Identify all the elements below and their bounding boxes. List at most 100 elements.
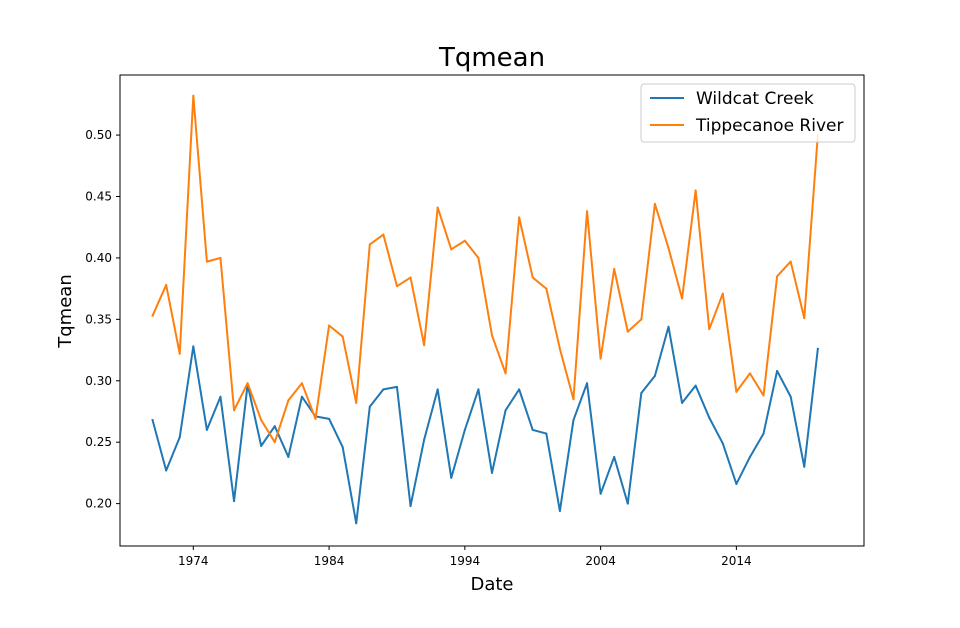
legend-label: Tippecanoe River — [695, 116, 843, 136]
x-tick-label: 1984 — [314, 554, 345, 568]
data-point — [355, 522, 358, 525]
data-point — [477, 256, 480, 259]
data-point — [504, 409, 507, 412]
data-point — [762, 432, 765, 435]
y-tick-label: 0.20 — [85, 497, 112, 511]
data-point — [748, 372, 751, 375]
data-point — [504, 372, 507, 375]
data-point — [735, 390, 738, 393]
data-point — [626, 502, 629, 505]
y-tick-label: 0.35 — [85, 312, 112, 326]
data-point — [545, 432, 548, 435]
data-point — [287, 455, 290, 458]
data-point — [368, 405, 371, 408]
data-point — [260, 444, 263, 447]
data-point — [708, 416, 711, 419]
data-point — [273, 425, 276, 428]
data-point — [667, 325, 670, 328]
data-point — [205, 260, 208, 263]
x-axis-ticks: 1974 1984 1994 2004 2014 — [178, 546, 752, 568]
data-point — [776, 369, 779, 372]
data-point — [246, 382, 249, 385]
data-point — [518, 388, 521, 391]
data-point — [518, 216, 521, 219]
data-point — [409, 276, 412, 279]
data-point — [314, 417, 317, 420]
y-axis-label: Tqmean — [55, 274, 76, 348]
legend: Wildcat Creek Tippecanoe River — [640, 83, 856, 143]
chart-title: Tqmean — [438, 43, 545, 73]
data-point — [491, 334, 493, 337]
data-point — [165, 469, 168, 472]
data-point — [219, 395, 222, 398]
data-point — [205, 428, 208, 431]
data-point — [341, 335, 344, 338]
data-point — [653, 374, 656, 377]
y-tick-label: 0.30 — [85, 374, 112, 388]
data-point — [681, 297, 684, 300]
data-point — [572, 398, 575, 401]
x-tick-label: 2014 — [721, 554, 752, 568]
data-point — [328, 417, 331, 420]
data-point — [613, 455, 616, 458]
data-point — [545, 287, 548, 290]
data-point — [558, 347, 561, 350]
data-point — [816, 347, 819, 350]
data-point — [328, 324, 331, 327]
y-tick-label: 0.45 — [85, 189, 112, 203]
data-point — [423, 438, 426, 441]
x-axis-label: Date — [470, 574, 513, 595]
data-point — [586, 382, 589, 385]
data-point — [341, 446, 344, 449]
series-line-0 — [151, 325, 819, 525]
data-point — [463, 239, 466, 242]
data-point — [626, 330, 629, 333]
data-point — [776, 275, 779, 278]
data-point — [395, 285, 398, 288]
data-point — [368, 243, 371, 246]
data-point — [463, 428, 466, 431]
data-point — [694, 189, 697, 192]
data-point — [599, 357, 602, 360]
data-point — [803, 317, 806, 320]
data-point — [450, 476, 453, 479]
y-tick-label: 0.50 — [85, 128, 112, 142]
data-point — [395, 385, 398, 388]
data-point — [300, 395, 303, 398]
data-point — [300, 382, 303, 385]
data-point — [382, 388, 385, 391]
data-point — [531, 428, 534, 431]
data-point — [789, 395, 792, 398]
data-point — [748, 455, 751, 458]
data-point — [762, 394, 765, 397]
y-axis-ticks: 0.20 0.25 0.30 0.35 0.40 0.45 0.50 — [85, 128, 120, 511]
y-tick-label: 0.25 — [85, 435, 112, 449]
data-point — [287, 399, 290, 402]
data-point — [477, 388, 480, 391]
data-point — [721, 442, 724, 445]
data-point — [586, 210, 589, 213]
data-point — [681, 401, 684, 404]
series-line-1 — [151, 94, 819, 444]
data-point — [653, 202, 656, 205]
data-point — [708, 328, 711, 331]
data-point — [192, 94, 195, 97]
data-point — [233, 409, 236, 412]
data-point — [178, 436, 181, 439]
series-layer — [151, 94, 819, 525]
data-point — [599, 492, 602, 495]
data-point — [803, 465, 806, 468]
data-point — [273, 441, 276, 444]
legend-label: Wildcat Creek — [696, 89, 814, 109]
x-tick-label: 1994 — [450, 554, 481, 568]
data-point — [219, 256, 222, 259]
data-point — [613, 267, 616, 270]
data-point — [151, 419, 154, 422]
data-point — [192, 345, 195, 348]
data-point — [409, 505, 412, 508]
data-point — [436, 388, 439, 391]
data-point — [531, 276, 534, 279]
legend-box — [640, 83, 856, 143]
